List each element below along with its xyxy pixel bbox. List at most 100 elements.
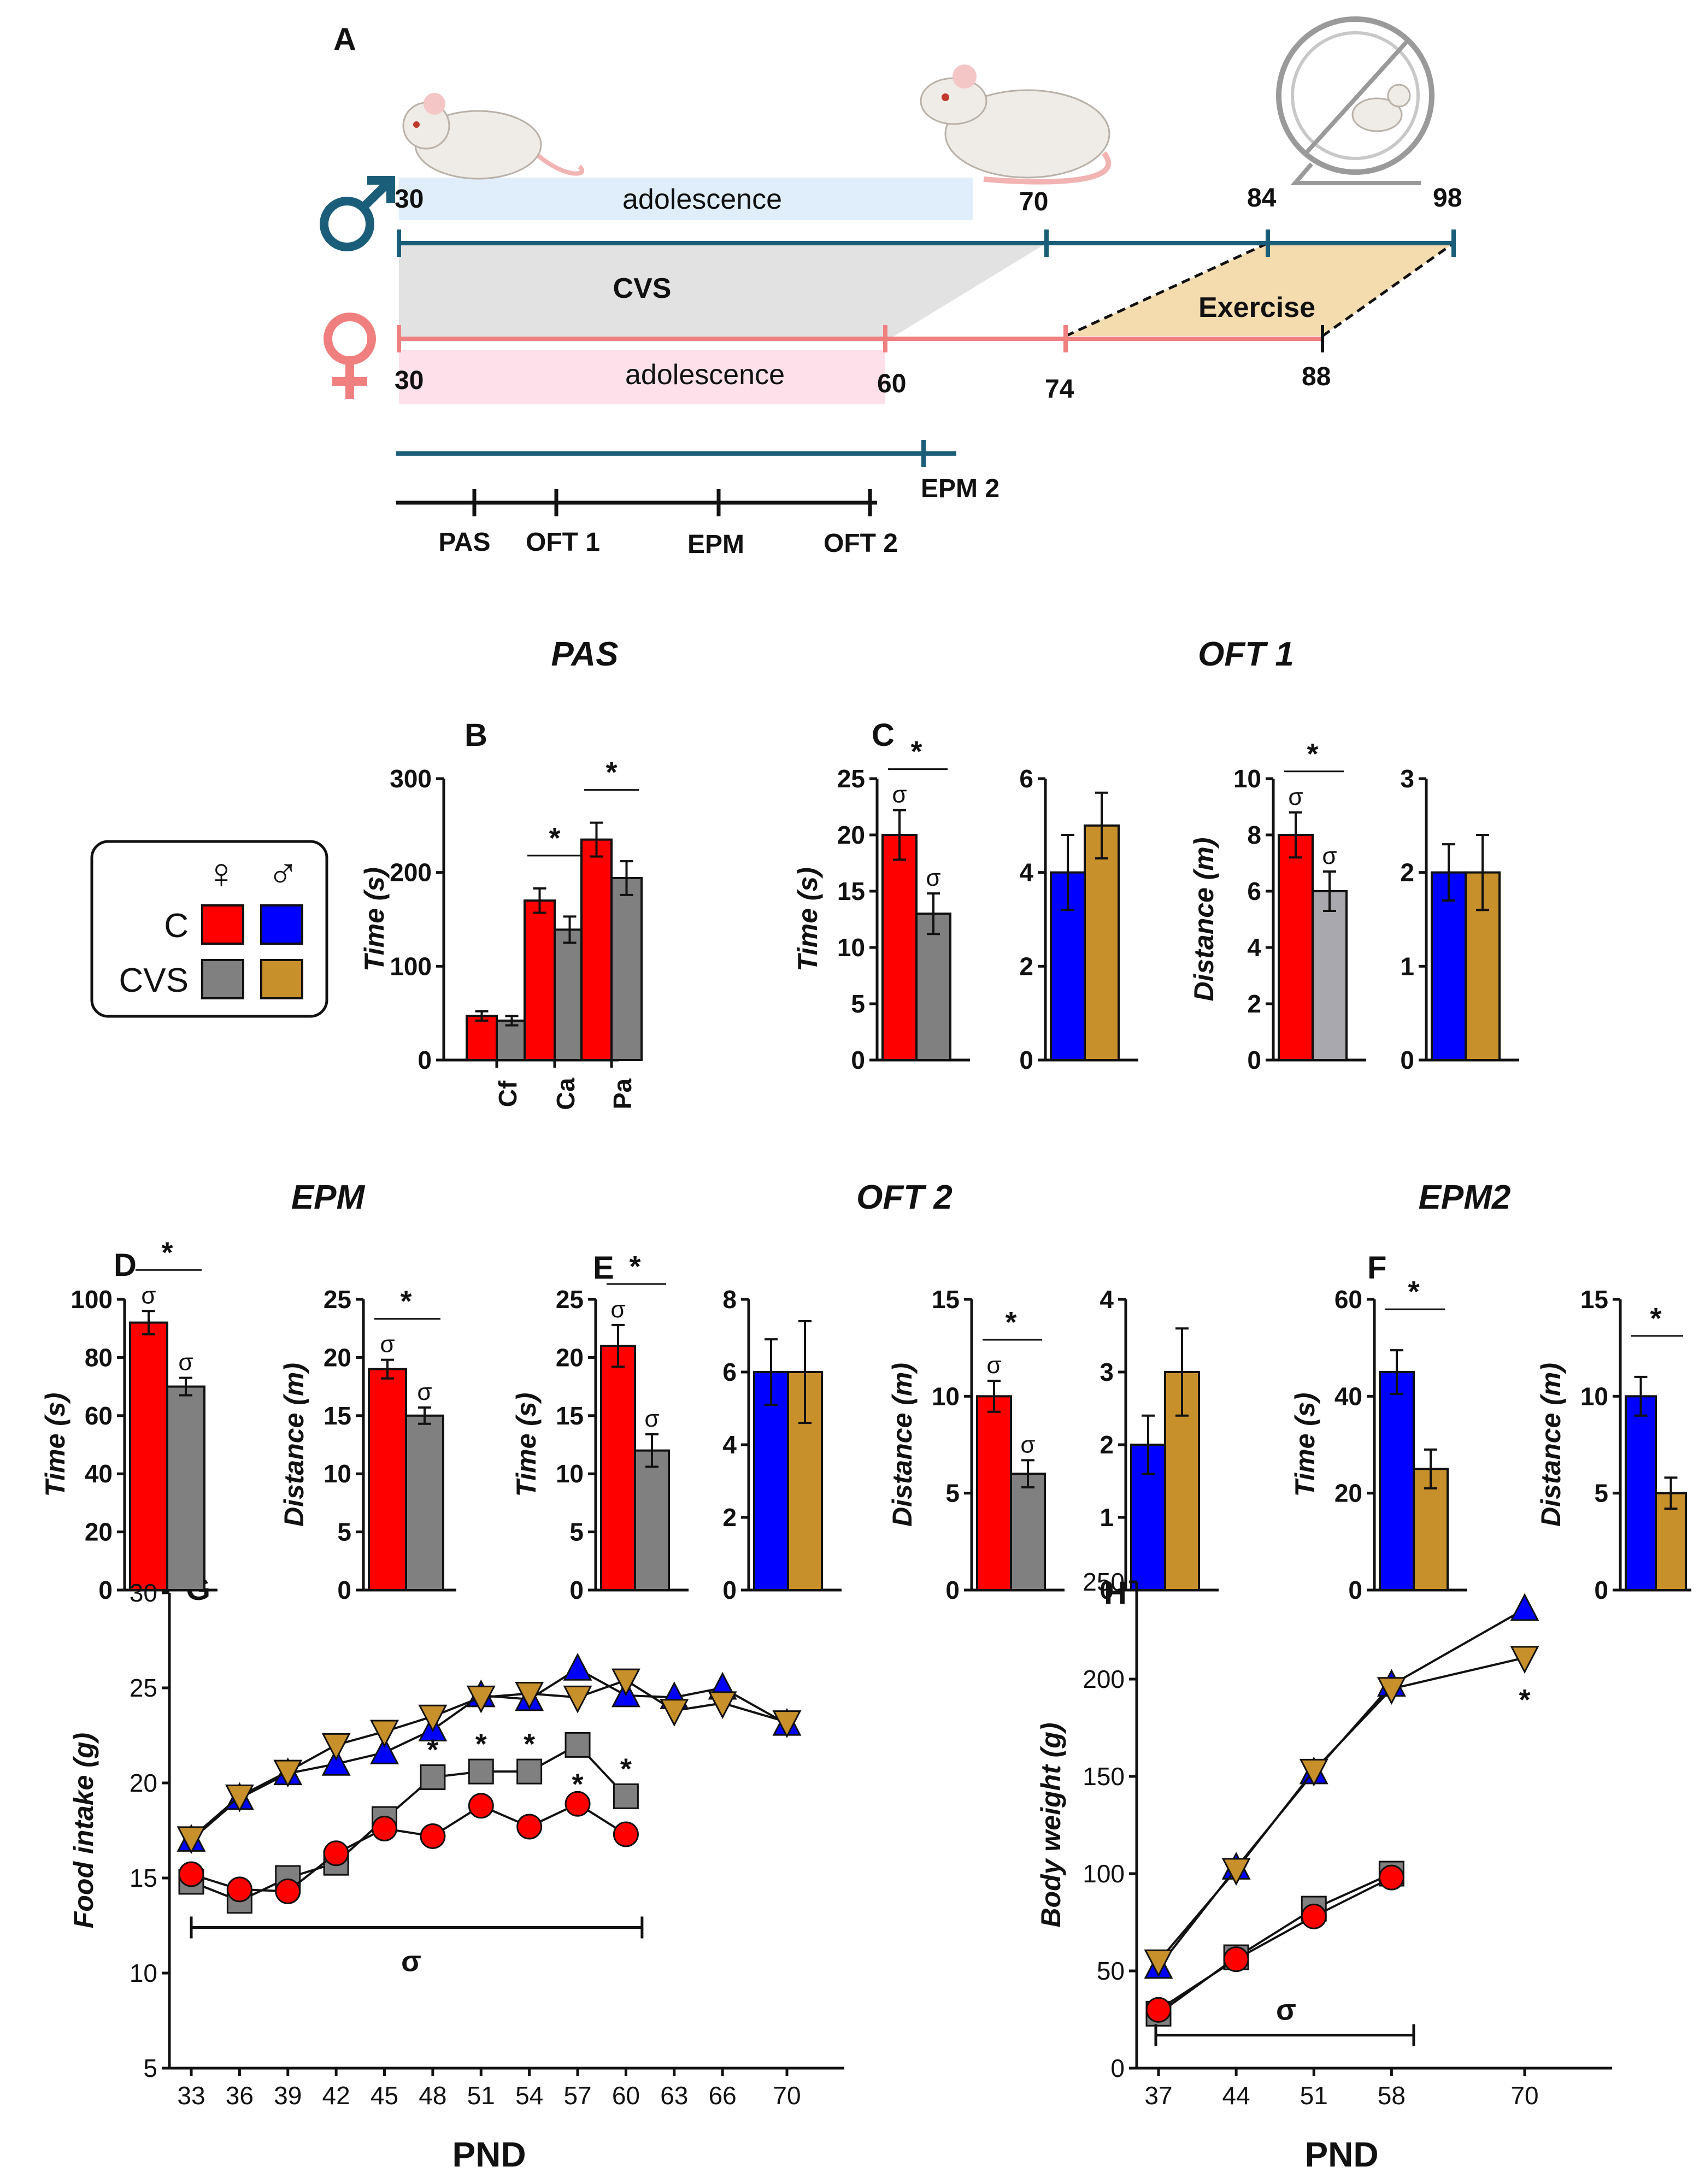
- y-axis-label-E1: Time (s): [511, 1393, 542, 1497]
- male-adol-end-label: 70: [1019, 187, 1048, 216]
- star-E3: *: [1005, 1306, 1016, 1339]
- marker-cvs-male: [370, 1720, 399, 1748]
- female-start-label: 30: [395, 366, 424, 395]
- y-tick-label-E1: 0: [569, 1576, 584, 1604]
- male-symbol-icon: [320, 176, 395, 251]
- y-tick-label-G: 25: [130, 1674, 157, 1702]
- x-tick-label-G: 54: [515, 2081, 543, 2110]
- y-tick-label-H: 200: [1083, 1665, 1125, 1693]
- marker-c-female: [372, 1816, 398, 1842]
- y-tick-label-D1: 0: [98, 1576, 113, 1604]
- y-tick-label-D1: 40: [85, 1459, 113, 1488]
- star-F2: *: [1650, 1302, 1661, 1335]
- marker-cvs-male: [1510, 1646, 1539, 1674]
- title-pas: PAS: [551, 635, 619, 673]
- x-tick-label-G: 57: [563, 2081, 591, 2110]
- male-adolescence-band: [399, 178, 973, 220]
- x-tick-label-G: 48: [419, 2081, 446, 2110]
- legend-label-cvs: CVS: [119, 962, 189, 999]
- y-axis-label-G: Food intake (g): [68, 1733, 99, 1928]
- x-tick-label-G: 51: [467, 2081, 495, 2110]
- marker-c-male: [370, 1736, 399, 1764]
- y-tick-label-C1: 10: [837, 933, 865, 962]
- bar-E1-c: [600, 1345, 636, 1592]
- x-axis-label-H: PND: [1304, 2135, 1378, 2174]
- bar-C3-c: [1278, 834, 1314, 1061]
- y-tick-label-C2: 6: [1019, 764, 1033, 793]
- panel-label-c: C: [872, 717, 895, 753]
- female-adolescence-band: [399, 350, 885, 404]
- y-axis-label-D1: Time (s): [40, 1393, 70, 1497]
- y-tick-label-C2: 4: [1019, 858, 1033, 887]
- y-tick-label-C2: 2: [1019, 952, 1033, 980]
- y-tick-label-F1: 0: [1348, 1576, 1362, 1604]
- x-tick-label-G: 42: [322, 2081, 350, 2110]
- y-tick-label-C3: 8: [1247, 821, 1261, 849]
- y-tick-label-B: 100: [390, 952, 432, 980]
- marker-c-female: [468, 1793, 494, 1819]
- y-tick-label-E2: 6: [722, 1358, 737, 1386]
- series-line-cvs-female: [191, 1743, 627, 1902]
- star-h: *: [1519, 1683, 1530, 1716]
- test-oft1-label: OFT 1: [526, 528, 600, 557]
- marker-c-female: [516, 1814, 543, 1840]
- y-tick-label-G: 30: [130, 1579, 157, 1607]
- y-tick-label-C1: 25: [837, 764, 865, 793]
- chart-c2: 0 2 4 6: [1019, 764, 1138, 1074]
- sigma-g: σ: [401, 1945, 421, 1977]
- y-tick-label-F2: 0: [1594, 1576, 1608, 1604]
- marker-cvs-female: [565, 1732, 591, 1758]
- sigma-h: σ: [1276, 1993, 1296, 2026]
- y-tick-label-C2: 0: [1019, 1046, 1033, 1074]
- y-tick-label-E4: 2: [1100, 1431, 1114, 1459]
- marker-cvs-male: [611, 1668, 640, 1697]
- series-line-cvs-male: [1157, 1656, 1525, 1962]
- section-titles: PAS OFT 1 EPM OFT 2 EPM2: [291, 635, 1511, 1216]
- x-tick-label-H: 44: [1222, 2081, 1250, 2110]
- chart-g: 5 10 15 20 25 30 33 36 39 42 45 48 51 54 57 60 63 66 70 PND…: [68, 1579, 844, 2174]
- marker-c-female: [275, 1878, 301, 1904]
- y-tick-label-E4: 0: [1100, 1576, 1114, 1604]
- x-tick-label-G: 63: [660, 2081, 688, 2110]
- legend-female-icon: ♀: [205, 849, 238, 897]
- y-tick-label-C4: 2: [1400, 858, 1414, 887]
- x-axis-label-G: PND: [452, 2135, 526, 2174]
- bar-C1-cvs: [915, 913, 951, 1061]
- title-oft2: OFT 2: [856, 1179, 953, 1216]
- legend-male-icon: ♂: [267, 849, 299, 897]
- marker-c-female: [565, 1791, 591, 1817]
- bar-b-pa-c: [580, 838, 613, 1062]
- bar-b-pa-cvs: [610, 876, 643, 1061]
- adult-rat-icon: [920, 64, 1112, 185]
- y-tick-label-E4: 4: [1100, 1285, 1114, 1314]
- sigma-C1: σ: [926, 864, 940, 891]
- y-tick-label-D1: 80: [85, 1343, 113, 1371]
- y-tick-label-H: 250: [1083, 1568, 1125, 1596]
- y-tick-label-D2: 20: [324, 1343, 351, 1371]
- chart-h: 0 50 100 150 200 250 37 44 51 58 70 PND Body weight …: [1036, 1568, 1612, 2174]
- sigma-D2: σ: [380, 1331, 395, 1358]
- x-tick-label-G: 60: [612, 2081, 640, 2110]
- y-tick-label-D1: 100: [70, 1285, 113, 1314]
- y-tick-label-C3: 4: [1247, 933, 1261, 962]
- test-epm-label: EPM: [687, 530, 744, 559]
- marker-cvs-male: [1221, 1858, 1251, 1886]
- sigma-E3: σ: [1020, 1431, 1035, 1458]
- x-tick-label-G: 36: [226, 2081, 254, 2110]
- bar-D1-cvs: [166, 1385, 205, 1592]
- marker-cvs-male: [1377, 1677, 1406, 1705]
- y-tick-label-C4: 0: [1400, 1046, 1414, 1074]
- female-adol-end-label: 60: [877, 369, 906, 398]
- sigma-D1: σ: [141, 1282, 156, 1309]
- test-oft2-label: OFT 2: [824, 529, 898, 558]
- chart-f2: 0 5 10 15 Distance (m) *: [1536, 1285, 1691, 1604]
- y-axis-label-B: Time (s): [359, 867, 390, 972]
- marker-cvs-female: [516, 1758, 543, 1785]
- bar-C4-c: [1431, 871, 1467, 1061]
- marker-c-female: [226, 1876, 252, 1903]
